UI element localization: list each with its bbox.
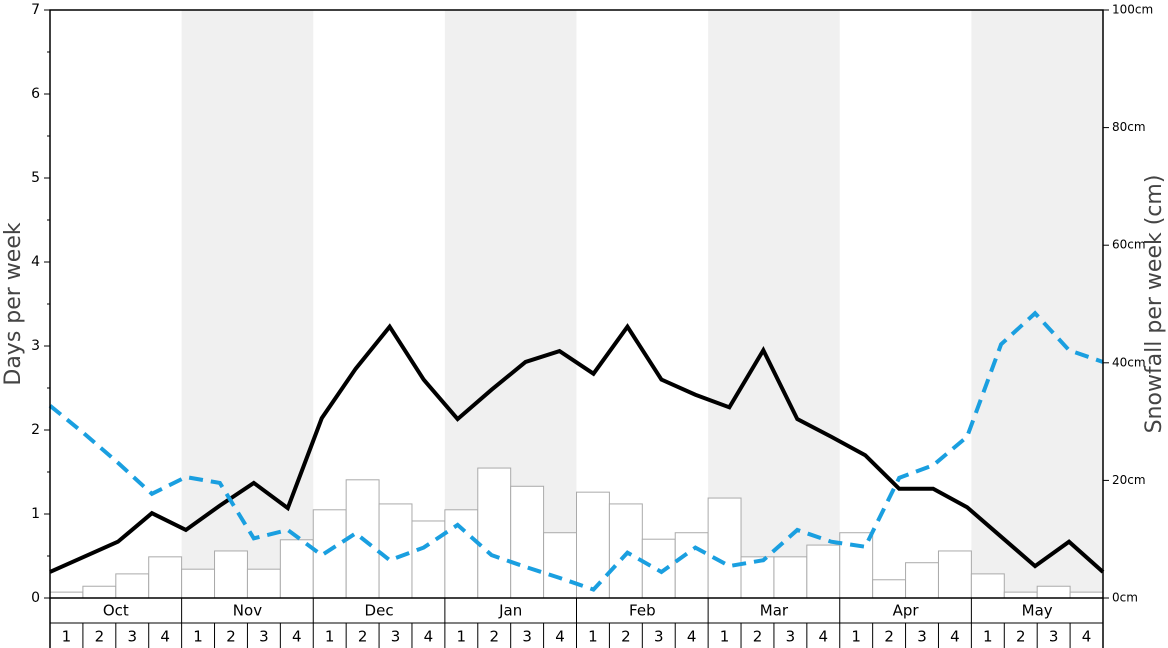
y-tick-label: 2 [31, 422, 40, 438]
bar [576, 491, 610, 599]
y-tick-label: 1 [31, 506, 40, 522]
bar [378, 503, 413, 599]
y2-tick-label: 100cm [1112, 3, 1153, 17]
bar [82, 585, 117, 599]
y-tick-label: 3 [31, 338, 40, 354]
bar [905, 562, 939, 599]
x-tick-label: 2 [753, 628, 763, 646]
x-tick-label: 1 [588, 628, 598, 646]
bar [49, 591, 84, 599]
x-tick-label: 2 [358, 628, 368, 646]
x-tick-label: 4 [424, 628, 434, 646]
x-tick-label: 1 [720, 628, 730, 646]
y-tick-label: 0 [31, 590, 40, 606]
y2-tick-label: 80cm [1112, 120, 1146, 134]
y2-tick-label: 20cm [1112, 473, 1146, 487]
x-tick-label: 1 [457, 628, 467, 646]
y-tick-label: 6 [31, 86, 40, 102]
bar [806, 544, 841, 599]
bar [543, 532, 577, 599]
x-tick-label: 3 [786, 628, 796, 646]
x-tick-label: 1 [983, 628, 993, 646]
line-series [48, 310, 1104, 592]
x-tick-label: 2 [884, 628, 894, 646]
bar [279, 539, 314, 599]
x-tick-label: 2 [621, 628, 631, 646]
x-tick-label: 3 [654, 628, 664, 646]
y-tick-label: 7 [31, 2, 40, 18]
x-tick-label: 3 [1049, 628, 1059, 646]
x-tick-label: 1 [325, 628, 335, 646]
month-label: Feb [629, 602, 656, 620]
bar [411, 520, 446, 599]
month-label: May [1022, 602, 1053, 620]
month-label: Dec [365, 602, 394, 620]
bar [970, 573, 1005, 599]
y-tick-label: 5 [31, 170, 40, 186]
x-tick-label: 2 [95, 628, 105, 646]
x-tick-label: 3 [259, 628, 269, 646]
bar [148, 556, 183, 599]
y2-tick-label: 60cm [1112, 238, 1146, 252]
bar [707, 497, 742, 599]
x-tick-label: 2 [489, 628, 499, 646]
line-series [49, 323, 1105, 574]
x-tick-label: 3 [391, 628, 401, 646]
x-tick-label: 3 [127, 628, 137, 646]
bar [246, 568, 281, 599]
x-tick-label: 4 [687, 628, 697, 646]
x-tick-label: 3 [522, 628, 532, 646]
month-shade [181, 10, 314, 598]
month-label: Jan [498, 602, 522, 620]
x-tick-label: 1 [193, 628, 203, 646]
y-axis-label: Days per week [1, 222, 26, 385]
x-tick-label: 4 [819, 628, 829, 646]
bar [1036, 585, 1071, 599]
bar [115, 573, 150, 599]
x-tick-label: 2 [226, 628, 236, 646]
month-shade [971, 10, 1103, 598]
x-tick-label: 4 [555, 628, 565, 646]
bar [674, 532, 709, 599]
y2-tick-label: 0cm [1112, 591, 1138, 605]
bar [937, 550, 972, 599]
x-tick-label: 1 [62, 628, 72, 646]
y2-axis-label: Snowfall per week (cm) [1142, 175, 1167, 434]
month-label: Apr [893, 602, 920, 620]
month-label: Mar [760, 602, 789, 620]
bar [1003, 591, 1038, 599]
bar [214, 550, 248, 599]
bar [181, 568, 216, 599]
bar [510, 485, 545, 599]
bar [773, 556, 808, 599]
bar [1069, 591, 1104, 599]
bar [477, 467, 512, 599]
month-label: Oct [103, 602, 129, 620]
x-tick-label: 4 [160, 628, 170, 646]
x-tick-label: 4 [292, 628, 302, 646]
bar [839, 532, 874, 599]
x-tick-label: 1 [851, 628, 861, 646]
x-tick-label: 2 [1016, 628, 1026, 646]
y2-tick-label: 40cm [1112, 355, 1146, 369]
bar [608, 503, 643, 599]
bar [312, 509, 347, 599]
month-label: Nov [233, 602, 262, 620]
bar [872, 579, 907, 599]
x-tick-label: 3 [917, 628, 927, 646]
bar [444, 509, 479, 599]
x-tick-label: 4 [1082, 628, 1092, 646]
y-tick-label: 4 [31, 254, 40, 270]
x-tick-label: 4 [950, 628, 960, 646]
